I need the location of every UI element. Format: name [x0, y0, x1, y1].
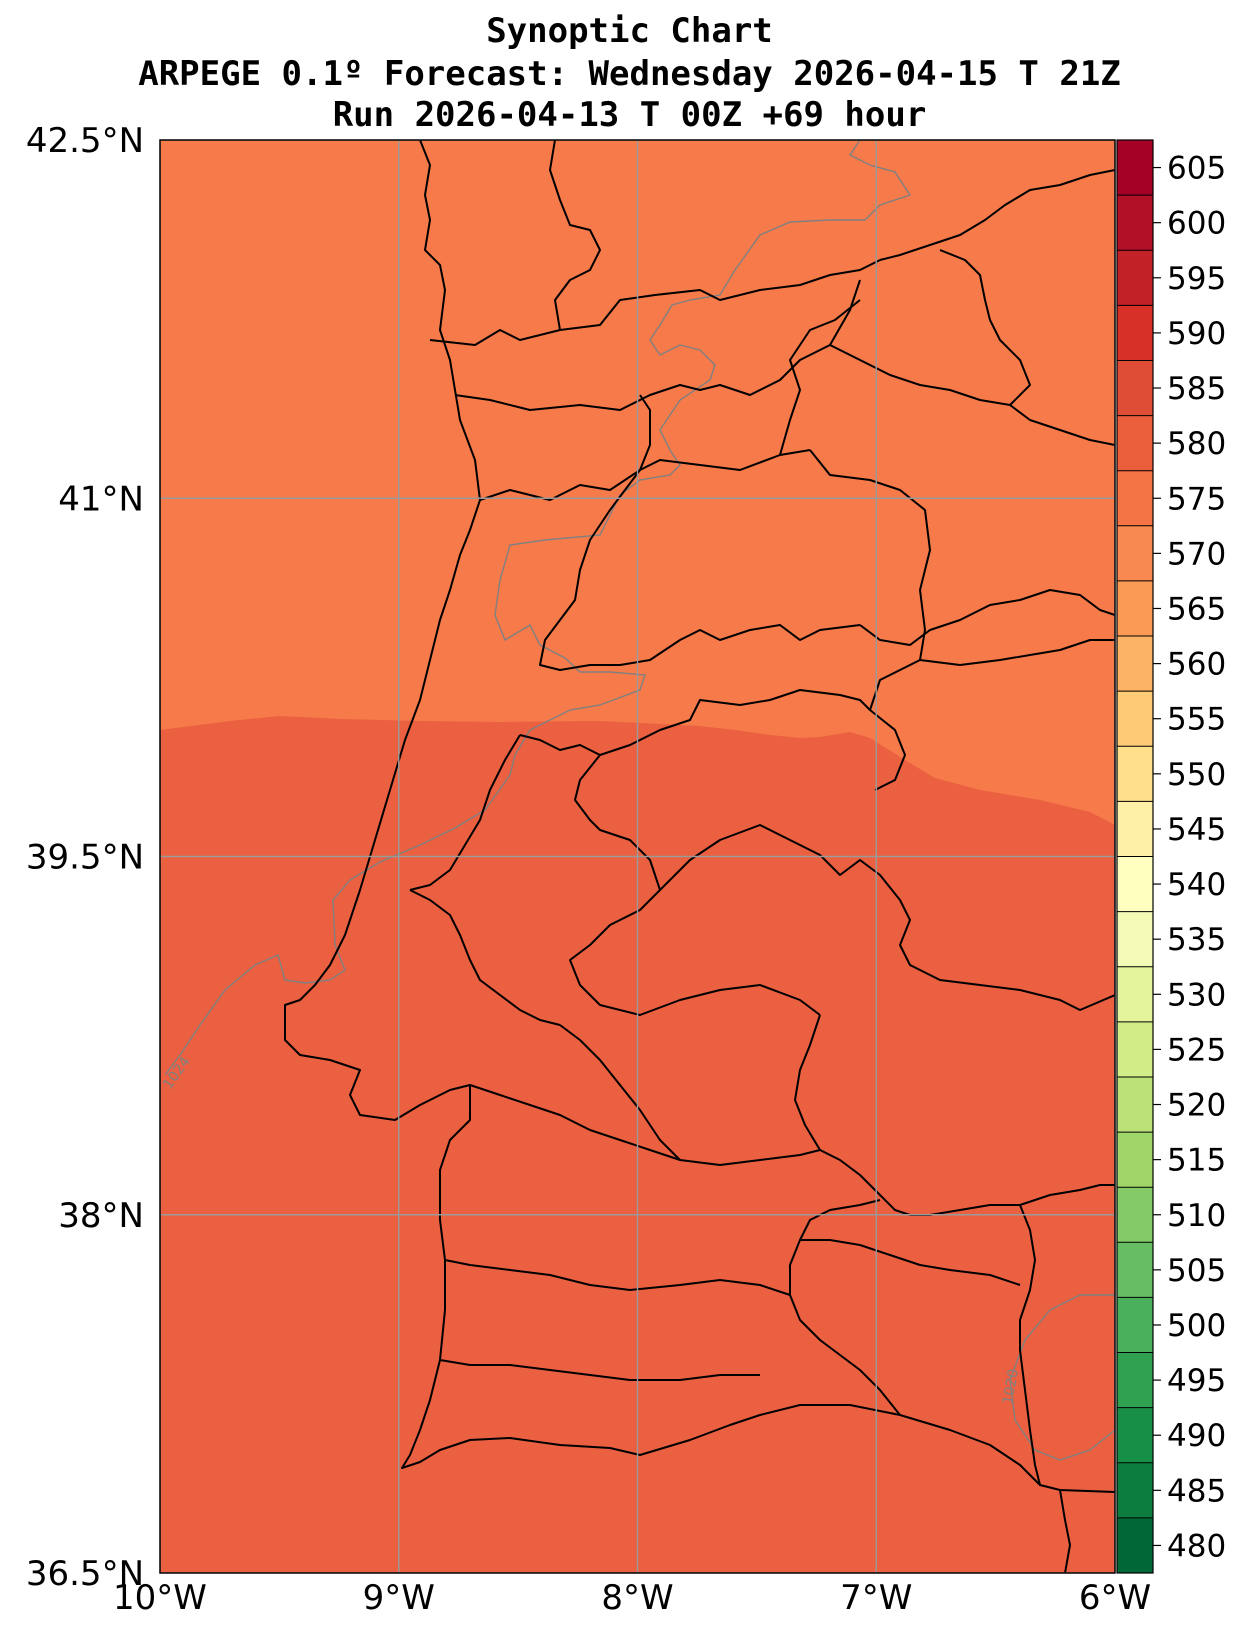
colorbar-label: 605: [1167, 151, 1226, 187]
lat-tick-label: 42.5°N: [26, 121, 144, 161]
latitude-axis: 36.5°N 38°N 39.5°N 41°N 42.5°N: [26, 121, 144, 1594]
colorbar-label: 525: [1167, 1032, 1226, 1068]
colorbar-swatch: [1117, 1021, 1153, 1078]
colorbar-swatch: [1117, 1297, 1153, 1354]
colorbar-swatch: [1117, 856, 1153, 913]
colorbar-swatch: [1117, 1187, 1153, 1243]
colorbar-swatch: [1117, 801, 1153, 857]
lon-tick-label: 9°W: [363, 1578, 435, 1618]
colorbar-swatch: [1117, 250, 1153, 306]
colorbar-label: 540: [1167, 867, 1226, 903]
colorbar-swatch: [1117, 525, 1153, 582]
run-info: Run 2026-04-13 T 00Z +69 hour: [332, 95, 927, 135]
colorbar-swatch: [1117, 470, 1153, 527]
colorbar-swatch: [1117, 140, 1153, 196]
colorbar-swatch: [1117, 691, 1153, 747]
colorbar-label: 545: [1167, 812, 1226, 848]
isobars: [164, 140, 1115, 1461]
colorbar-label: 580: [1167, 426, 1226, 462]
colorbar-label: 500: [1167, 1308, 1226, 1344]
colorbar-label: 490: [1167, 1418, 1226, 1454]
colorbar-label: 595: [1167, 261, 1226, 297]
colorbar-label: 590: [1167, 316, 1226, 352]
lat-tick-label: 39.5°N: [26, 838, 144, 878]
colorbar-label: 600: [1167, 206, 1226, 242]
colorbar-label: 505: [1167, 1253, 1226, 1289]
isobar-label-1020: 1020: [1000, 1368, 1022, 1406]
colorbar-swatch: [1117, 1407, 1153, 1464]
forecast-subtitle: ARPEGE 0.1º Forecast: Wednesday 2026-04-…: [138, 54, 1121, 94]
chart-title: Synoptic Chart: [486, 11, 773, 51]
lon-tick-label: 7°W: [840, 1578, 912, 1618]
colorbar-swatch: [1117, 1352, 1153, 1409]
lon-tick-label: 8°W: [601, 1578, 673, 1618]
colorbar-swatch: [1117, 1076, 1153, 1133]
colorbar-label: 575: [1167, 481, 1226, 517]
colorbar-label: 510: [1167, 1198, 1226, 1234]
map-frame: [159, 139, 1116, 1574]
boundaries: [284, 140, 1115, 1573]
lat-tick-label: 36.5°N: [26, 1554, 144, 1594]
colorbar-label: 570: [1167, 536, 1226, 572]
colorbar-swatch: [1117, 1517, 1153, 1574]
lat-tick-label: 38°N: [58, 1196, 144, 1236]
lon-tick-label: 6°W: [1079, 1578, 1151, 1618]
lat-tick-label: 41°N: [58, 479, 144, 519]
colorbar-swatch: [1117, 636, 1153, 692]
colorbar-label: 480: [1167, 1528, 1226, 1564]
colorbar-label: 530: [1167, 977, 1226, 1013]
colorbar-label: 485: [1167, 1473, 1226, 1509]
coastline: [284, 140, 1115, 1493]
colorbar-swatch: [1117, 746, 1153, 802]
longitude-axis: 10°W 9°W 8°W 7°W 6°W: [113, 1578, 1151, 1618]
colorbar-swatch: [1117, 580, 1153, 637]
colorbar-label: 585: [1167, 371, 1226, 407]
colorbar-label: 555: [1167, 702, 1226, 738]
colorbar-swatch: [1117, 360, 1153, 417]
colorbar: 480 485 490 495 500 505 510 515 520 525 530 535 540 5…: [1116, 139, 1226, 1574]
colorbar-swatch: [1117, 1462, 1153, 1519]
colorbar-label: 520: [1167, 1088, 1226, 1124]
colorbar-label: 565: [1167, 591, 1226, 627]
map-area[interactable]: 1024 1020: [160, 140, 1115, 1573]
colorbar-swatch: [1117, 415, 1153, 472]
colorbar-label: 560: [1167, 647, 1226, 683]
colorbar-swatch: [1117, 195, 1153, 251]
colorbar-label: 550: [1167, 757, 1226, 793]
colorbar-label: 535: [1167, 922, 1226, 958]
colorbar-swatch: [1117, 1242, 1153, 1298]
colorbar-label: 495: [1167, 1363, 1226, 1399]
colorbar-swatch: [1117, 911, 1153, 968]
colorbar-swatch: [1117, 305, 1153, 361]
grid: [160, 140, 1115, 1573]
colorbar-swatch: [1117, 1132, 1153, 1188]
colorbar-label: 515: [1167, 1143, 1226, 1179]
colorbar-swatch: [1117, 966, 1153, 1023]
lon-tick-label: 10°W: [113, 1578, 207, 1618]
